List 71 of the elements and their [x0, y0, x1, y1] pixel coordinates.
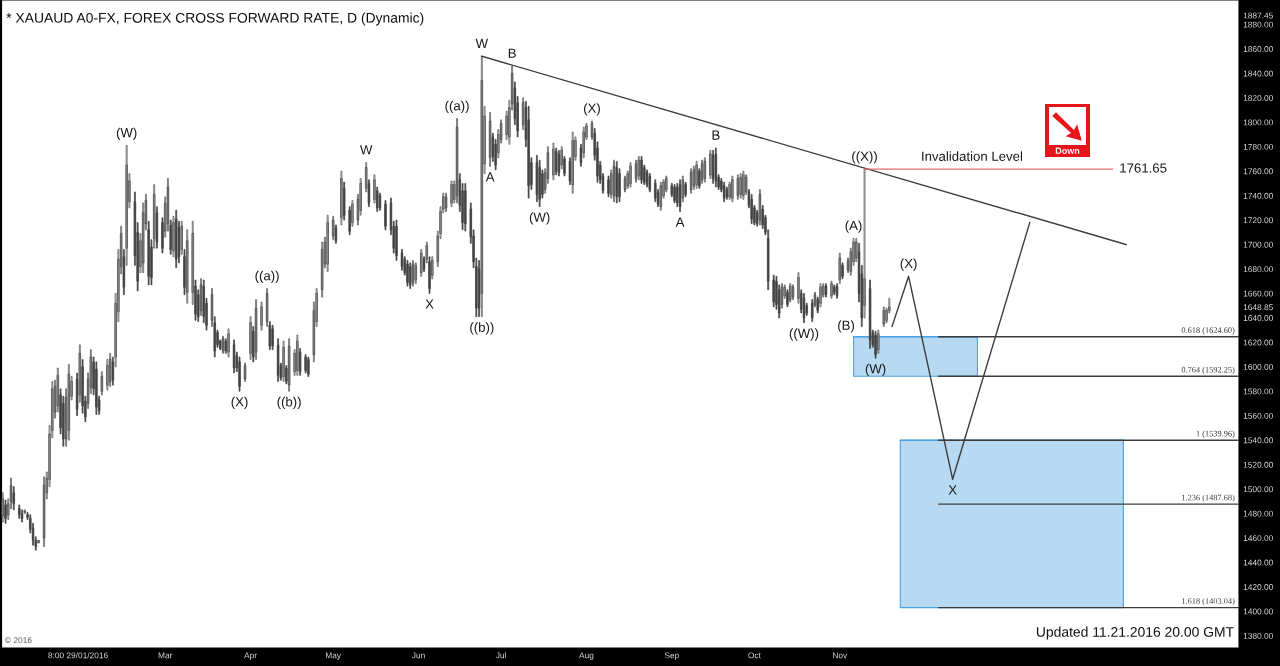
y-tick-label: 1648.85	[1243, 304, 1273, 311]
annotation: Invalidation Level	[922, 151, 1023, 161]
x-tick-label: Jul	[495, 652, 506, 659]
series-label: 0.618 (1624.60)	[1181, 327, 1235, 335]
y-tick-label: 1640.00	[1243, 315, 1273, 321]
y-tick-label: 1400.00	[1243, 608, 1273, 615]
annotation: (A)	[845, 220, 862, 233]
annotation: ((W))	[789, 328, 819, 341]
annotation: X	[948, 485, 957, 495]
annotation: Down	[1055, 147, 1080, 154]
x-tick-label: Oct	[748, 652, 761, 659]
y-tick-label: 1680.00	[1243, 266, 1273, 273]
y-tick-label: 1660.00	[1243, 290, 1273, 297]
annotation: (W)	[116, 127, 137, 140]
annotation: W	[475, 38, 489, 48]
y-tick-label: 1520.00	[1243, 461, 1273, 468]
annotation: (X)	[900, 258, 917, 271]
annotation: A	[485, 172, 495, 182]
annotation: X	[425, 299, 434, 309]
y-tick-label: 1720.00	[1243, 217, 1273, 224]
annotation: (W)	[529, 212, 550, 225]
y-tick-label: 1580.00	[1243, 388, 1273, 395]
series-label: 1 (1539.96)	[1196, 430, 1235, 439]
y-tick-label: 1880.00	[1243, 21, 1273, 28]
annotation: ((b))	[470, 322, 494, 335]
annotation: (W)	[865, 363, 886, 377]
annotation: ((a))	[445, 100, 469, 114]
x-tick-label: 8:00 29/01/2016	[48, 652, 108, 659]
y-tick-label: 1420.00	[1243, 584, 1273, 590]
y-tick-label: 1700.00	[1243, 241, 1273, 248]
y-tick-label: 1760.00	[1243, 168, 1273, 175]
x-tick-label: Sep	[664, 652, 679, 660]
annotation: 1761.65	[1120, 163, 1167, 173]
annotation: B	[712, 130, 720, 140]
y-tick-label: 1380.00	[1243, 632, 1273, 639]
y-tick-label: 1620.00	[1243, 339, 1273, 346]
y-tick-label: 1460.00	[1243, 535, 1273, 542]
y-tick-label: 1500.00	[1243, 486, 1273, 493]
y-tick-label: 1540.00	[1243, 437, 1273, 444]
annotation: ((X))	[852, 151, 877, 164]
x-tick-label: Apr	[244, 652, 257, 660]
annotation: Updated 11.21.2016 20.00 GMT	[1036, 626, 1234, 640]
y-tick-label: 1840.00	[1243, 70, 1273, 77]
y-tick-label: 1440.00	[1243, 559, 1273, 566]
series-label: 0.764 (1592.25)	[1181, 366, 1235, 375]
y-tick-label: 1860.00	[1243, 46, 1273, 53]
y-tick-label: 1780.00	[1243, 143, 1273, 150]
annotation: ((b))	[277, 396, 301, 410]
x-tick-label: May	[325, 652, 342, 660]
y-tick-label: 1740.00	[1243, 192, 1273, 199]
y-tick-label: 1800.00	[1243, 119, 1273, 126]
annotation: B	[508, 48, 516, 58]
annotation: © 2016	[5, 637, 32, 644]
text: * XAUAUD A0-FX, FOREX CROSS FORWARD RATE, D (Dynamic)	[6, 12, 424, 26]
annotation: (X)	[231, 396, 248, 410]
x-tick-label: Nov	[833, 652, 848, 659]
annotation: A	[675, 217, 685, 227]
y-tick-label: 1887.45	[1243, 12, 1273, 19]
x-tick-label: Mar	[158, 652, 173, 659]
series-label: 1.236 (1487.68)	[1182, 494, 1235, 503]
x-tick-label: Aug	[579, 652, 594, 660]
y-tick-label: 1820.00	[1243, 95, 1273, 101]
y-tick-label: 1600.00	[1243, 363, 1273, 370]
annotation: (X)	[583, 103, 600, 116]
y-tick-label: 1560.00	[1243, 412, 1273, 419]
annotation: (B)	[838, 320, 855, 333]
series-label: 1.618 (1403.04)	[1182, 597, 1235, 606]
y-tick-label: 1480.00	[1243, 510, 1273, 517]
annotation: W	[360, 145, 373, 155]
x-tick-label: Jun	[411, 652, 425, 659]
annotation: ((a))	[255, 270, 279, 283]
